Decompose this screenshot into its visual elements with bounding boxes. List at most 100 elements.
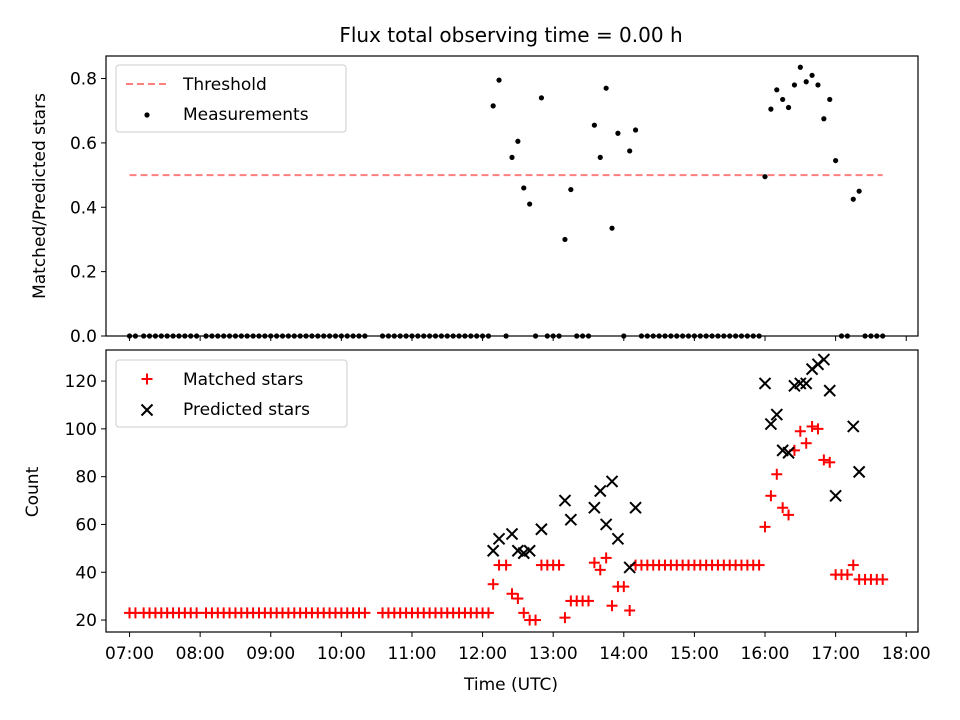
measurement-point (827, 96, 833, 103)
predicted-star-point (558, 494, 572, 507)
predicted-star-point (847, 420, 860, 433)
matched-star-point (877, 573, 889, 585)
predicted-star-point (782, 446, 795, 459)
matched-star-point (553, 559, 565, 571)
predicted-star-point (764, 417, 778, 431)
x-tick-label: 17:00 (811, 644, 860, 664)
matched-star-point (841, 569, 853, 581)
x-tick-label: 18:00 (882, 644, 931, 664)
ratio-y-tick-label: 0.6 (70, 134, 97, 154)
matched-star-point (753, 559, 765, 571)
predicted-star-point (611, 532, 625, 546)
measurement-point (562, 236, 568, 243)
ratio-legend: Threshold Measurements (115, 64, 347, 133)
threshold-legend-label: Threshold (182, 75, 267, 95)
predicted-star-point (852, 465, 866, 479)
measurement-point (615, 130, 621, 136)
matched-star-point (618, 581, 630, 593)
x-tick-label: 15:00 (670, 644, 719, 664)
matched-star-point (777, 502, 789, 514)
measurement-point (568, 186, 574, 193)
predicted-star-point (594, 484, 607, 498)
count-legend-box (115, 359, 348, 428)
predicted-star-point (588, 501, 601, 514)
predicted-legend-marker (140, 403, 154, 417)
measurement-point (774, 87, 780, 93)
matched-star-point (783, 509, 795, 521)
x-tick-label: 07:00 (105, 644, 154, 664)
predicted-star-point (829, 489, 842, 502)
count-plot-area (124, 353, 889, 626)
measurement-point (632, 127, 639, 133)
measurement-point (538, 95, 545, 101)
measurement-point (591, 122, 597, 128)
measurement-point (780, 96, 786, 103)
x-tick-label: 10:00 (317, 644, 366, 664)
matched-star-point (518, 607, 530, 619)
count-y-tick-label: 100 (65, 420, 97, 440)
predicted-star-point (817, 353, 831, 366)
matched-star-point (606, 600, 618, 612)
measurement-point (833, 157, 839, 164)
count-y-tick-label: 60 (75, 515, 97, 535)
x-tick-label: 09:00 (246, 644, 295, 664)
predicted-star-point (770, 408, 783, 421)
measurements-legend-label: Measurements (183, 105, 309, 125)
measurement-point (496, 77, 502, 83)
x-tick-label: 13:00 (529, 644, 578, 664)
predicted-star-point (535, 523, 548, 536)
matched-star-point (191, 607, 203, 619)
matched-star-point (559, 612, 571, 624)
ratio-y-tick-label: 0.2 (70, 263, 97, 283)
matched-star-point (794, 425, 806, 437)
predicted-star-point (599, 518, 613, 531)
count-y-tick-label: 20 (75, 611, 97, 631)
predicted-legend-label: Predicted stars (183, 400, 310, 420)
measurement-point (515, 138, 521, 144)
measurement-point (768, 106, 774, 112)
count-legend: Matched stars Predicted stars (115, 359, 348, 428)
predicted-star-point (823, 384, 836, 397)
x-axis-label: Time (UTC) (463, 675, 558, 695)
measurement-point (603, 85, 609, 91)
matched-star-point (624, 604, 636, 616)
x-tick-label: 12:00 (458, 644, 507, 664)
predicted-star-point (794, 377, 807, 390)
measurement-point (815, 82, 821, 88)
matched-star-point (812, 423, 824, 435)
measurement-point (856, 188, 862, 194)
measurement-point (762, 174, 768, 180)
measurement-point (509, 154, 515, 160)
matched-star-point (818, 454, 830, 466)
ratio-y-tick-label: 0.8 (70, 70, 97, 90)
measurement-point (791, 82, 798, 88)
measurement-point (821, 116, 827, 122)
measurement-point (785, 104, 792, 111)
ratio-y-axis-label: Matched/Predicted stars (30, 93, 50, 299)
matched-star-point (600, 552, 612, 564)
predicted-star-point (492, 532, 506, 546)
matched-star-point (530, 614, 542, 626)
count-axes-frame (105, 349, 919, 633)
matched-star-point (806, 420, 818, 432)
matched-star-point (359, 607, 371, 619)
x-tick-label: 11:00 (387, 644, 436, 664)
measurement-point (803, 79, 809, 85)
matched-star-point (759, 521, 771, 533)
matched-star-point (771, 468, 783, 480)
count-y-tick-label: 120 (65, 372, 97, 392)
matched-star-point (512, 593, 524, 605)
measurement-point (627, 148, 633, 154)
count-y-axis-label: Count (23, 466, 43, 517)
ratio-y-tick-label: 0.0 (70, 327, 97, 347)
ratio-y-tick-label: 0.4 (70, 198, 97, 218)
count-panel: 20 40 60 80 100 120 07:00 08:00 09:00 10:00 11:00… (23, 349, 931, 695)
count-y-tick-label: 80 (75, 468, 97, 488)
measurement-point (597, 154, 603, 160)
matched-legend-label: Matched stars (183, 370, 303, 390)
predicted-star-point (605, 475, 619, 488)
matched-star-point (487, 578, 499, 590)
matched-star-point (582, 595, 594, 607)
matched-star-point (500, 559, 512, 571)
